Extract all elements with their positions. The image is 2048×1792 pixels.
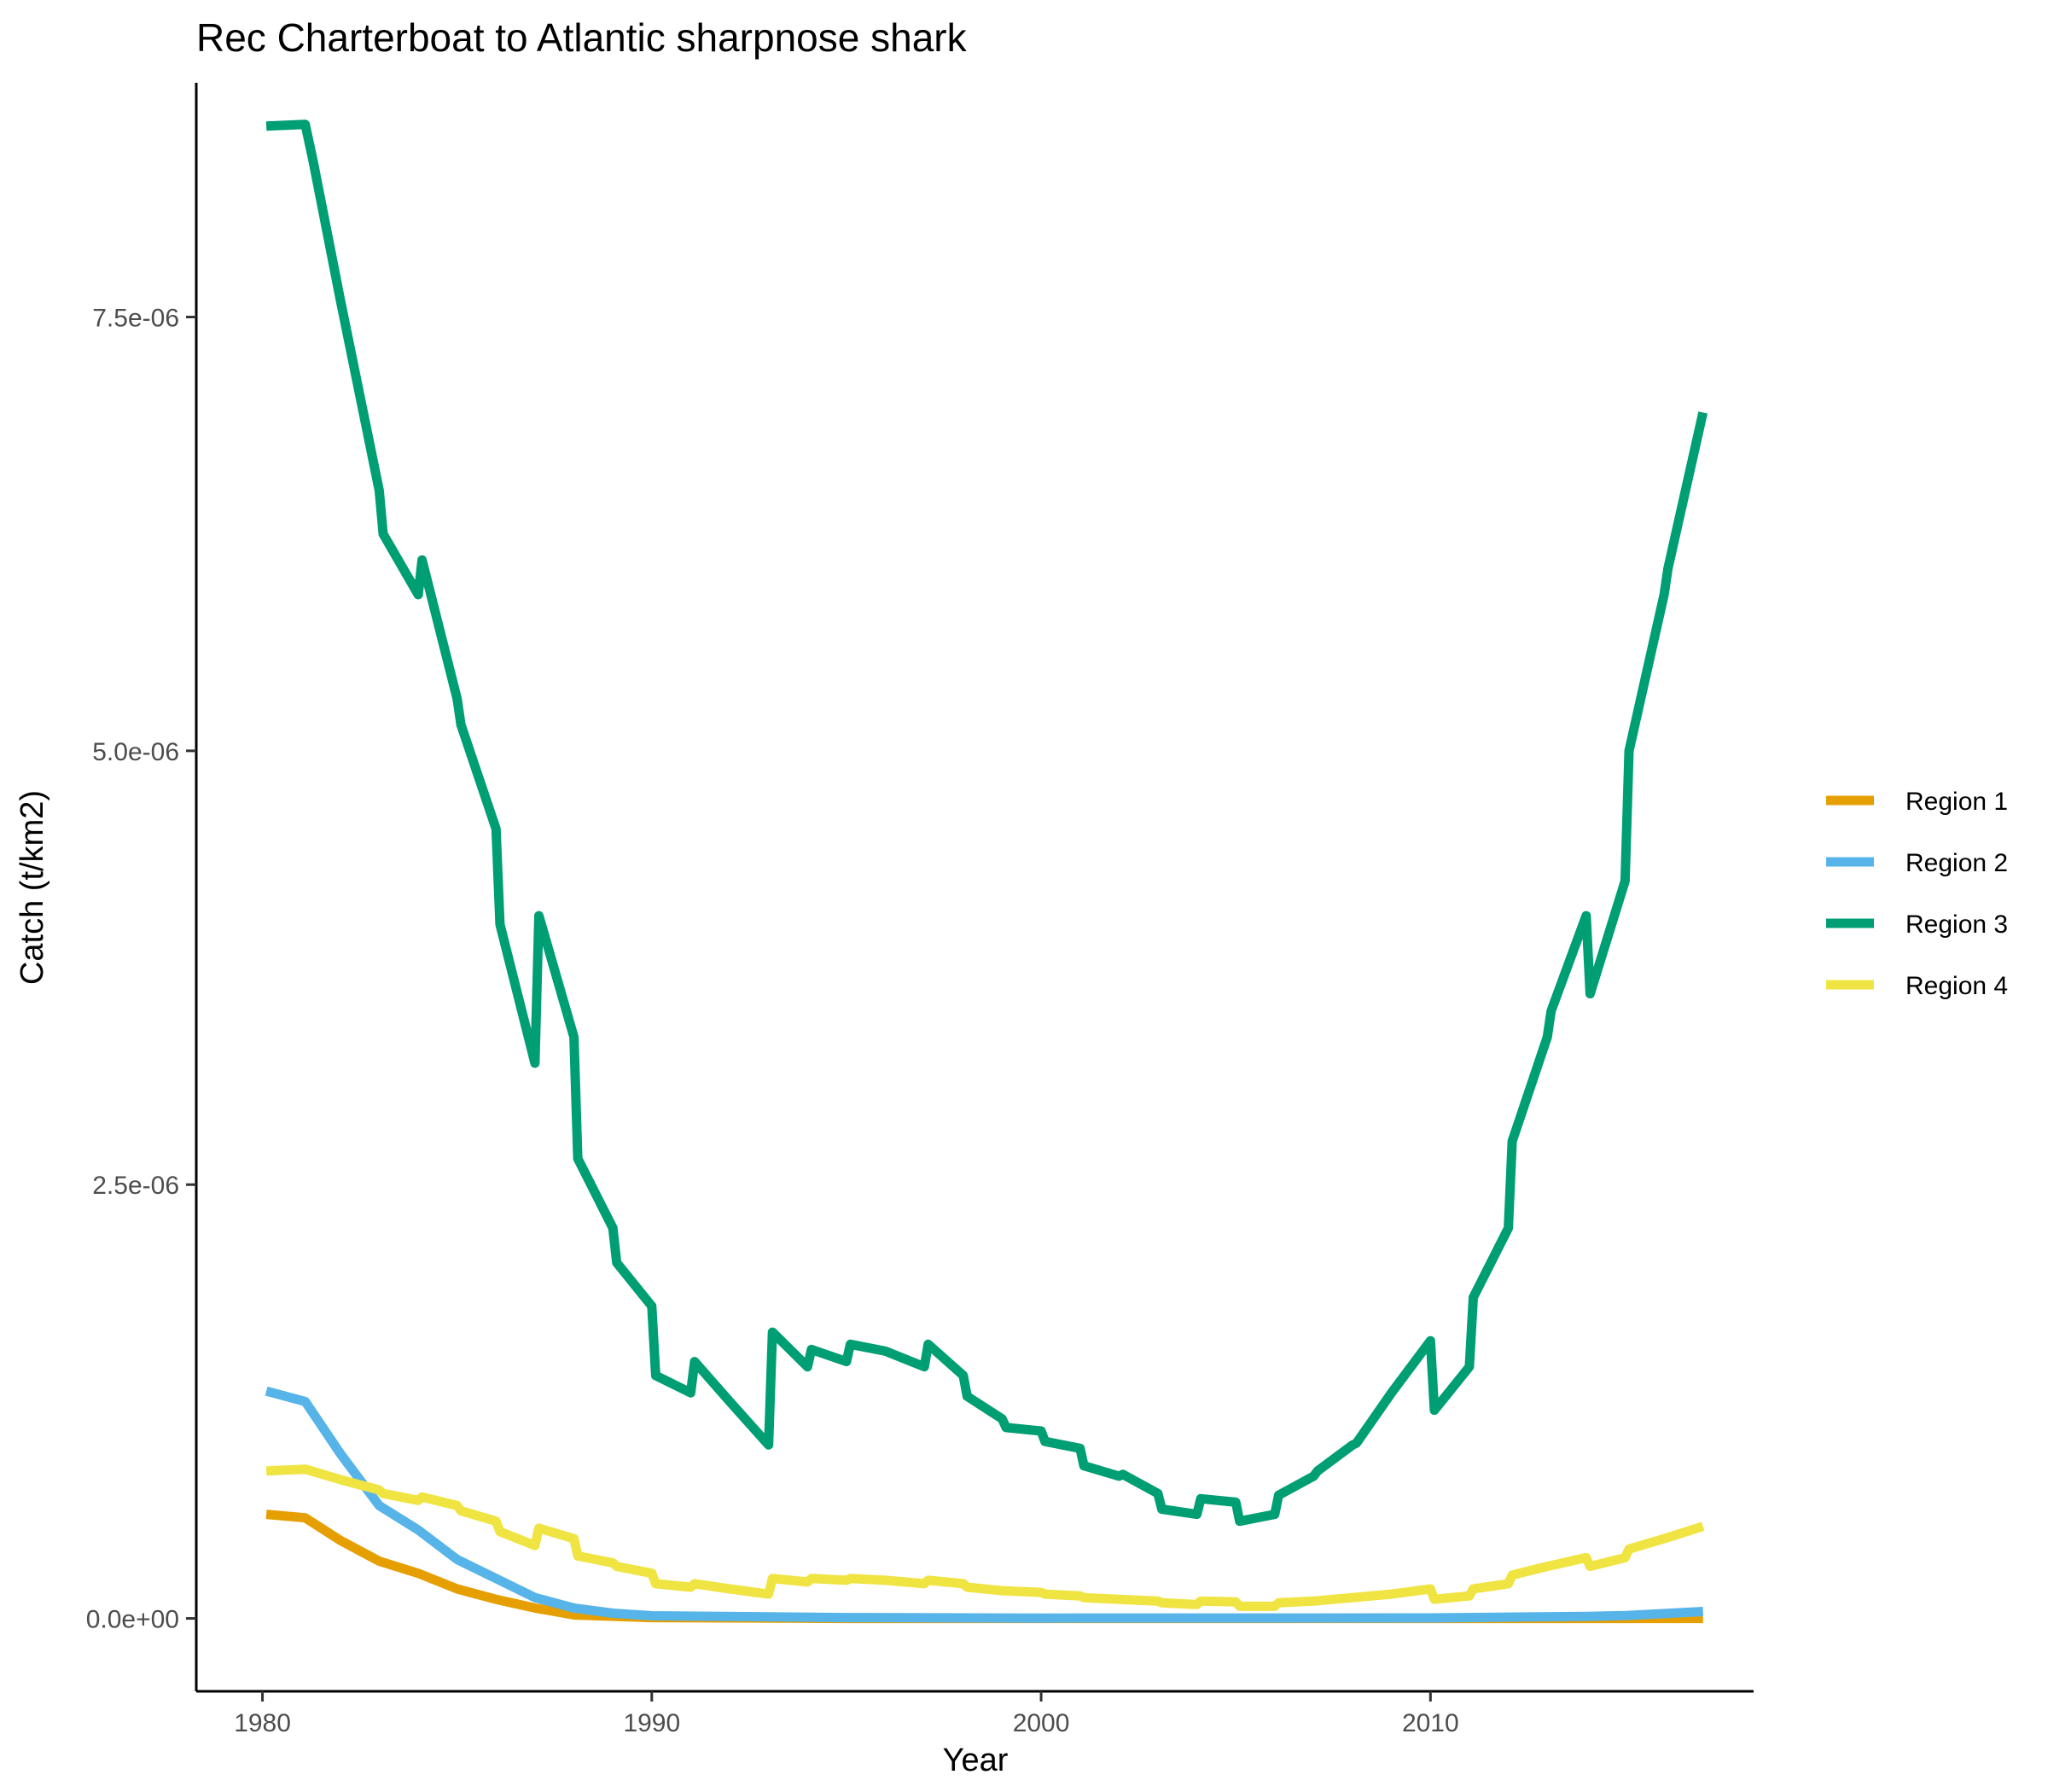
legend: Region 1 Region 2 Region 3 Region 4 [1826, 788, 2008, 1000]
x-ticks: 1980 1990 2000 2010 [234, 1691, 1459, 1737]
x-tick-label: 1990 [623, 1709, 680, 1737]
series-line-region-3 [265, 119, 1708, 1527]
legend-label-region-4: Region 4 [1905, 972, 2008, 1000]
x-axis-title: Year [943, 1743, 1009, 1778]
x-tick-label: 1980 [234, 1709, 291, 1737]
y-ticks: 0.0e+00 2.5e-06 5.0e-06 7.5e-06 [86, 305, 196, 1634]
x-tick-label: 2010 [1402, 1709, 1459, 1737]
legend-label-region-3: Region 3 [1905, 911, 2008, 939]
y-tick-label: 5.0e-06 [92, 738, 179, 766]
y-tick-label: 7.5e-06 [92, 305, 179, 333]
series-line-region-4 [265, 1464, 1705, 1611]
chart-title: Rec Charterboat to Atlantic sharpnose sh… [196, 15, 968, 60]
legend-label-region-1: Region 1 [1905, 788, 2008, 816]
legend-label-region-2: Region 2 [1905, 849, 2008, 877]
y-axis-title: Catch (t/km2) [15, 790, 50, 985]
y-tick-label: 0.0e+00 [86, 1606, 179, 1634]
series-layer [265, 119, 1708, 1624]
y-tick-label: 2.5e-06 [92, 1172, 179, 1200]
x-tick-label: 2000 [1013, 1709, 1070, 1737]
